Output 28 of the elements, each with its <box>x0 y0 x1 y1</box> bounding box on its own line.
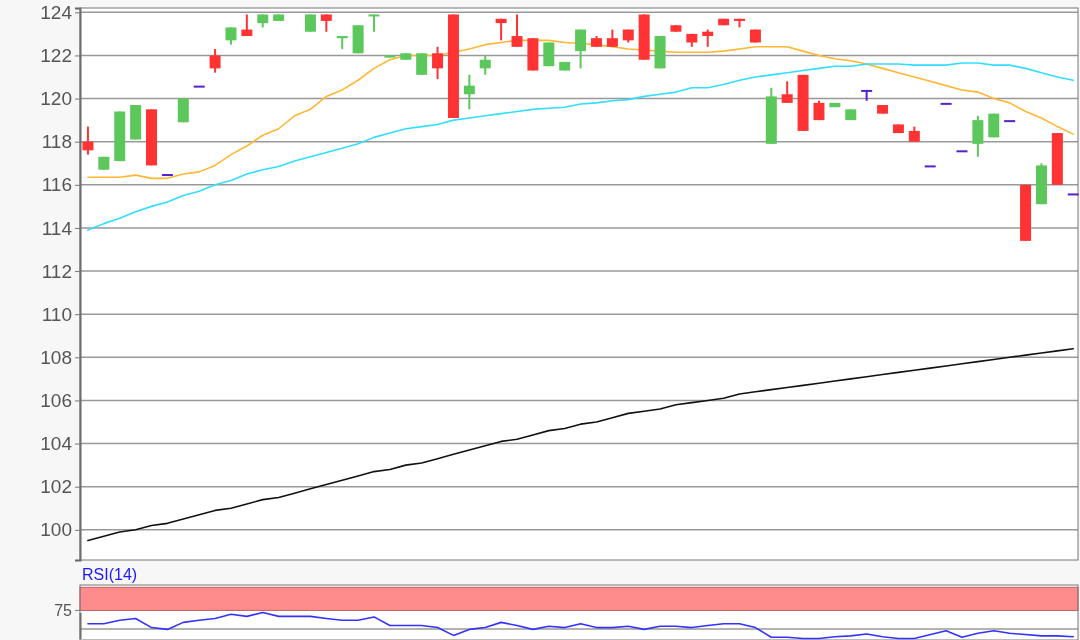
candlestick <box>432 45 444 81</box>
candlestick <box>209 47 221 74</box>
y-tick-label: 114 <box>41 217 73 239</box>
y-tick-label: 118 <box>41 131 72 153</box>
y-tick-label: 112 <box>41 260 72 282</box>
y-tick-label: 104 <box>40 433 73 455</box>
chart-title: RSI(14) <box>82 566 138 583</box>
candlestick <box>479 54 491 76</box>
candlestick <box>368 13 380 33</box>
y-tick-label: 110 <box>41 303 72 325</box>
candlestick <box>781 80 793 104</box>
line-series <box>87 62 1075 231</box>
candlestick <box>511 13 523 48</box>
y-tick-label: 122 <box>40 45 72 67</box>
line-series <box>87 347 1075 542</box>
y-tick-label: 120 <box>40 88 72 110</box>
y-tick-label: 108 <box>40 346 72 368</box>
candlestick <box>82 125 94 156</box>
text: 75 <box>54 602 73 620</box>
y-tick-label: 116 <box>41 174 72 196</box>
candlestick <box>972 114 984 158</box>
candlestick <box>416 52 428 76</box>
y-tick-label: 106 <box>40 390 72 412</box>
y-tick-label: 124 <box>40 1 73 23</box>
y-tick-label: 102 <box>40 476 72 498</box>
candlestick <box>463 73 475 111</box>
candlestick <box>575 28 587 70</box>
y-tick-label: 100 <box>40 519 72 541</box>
